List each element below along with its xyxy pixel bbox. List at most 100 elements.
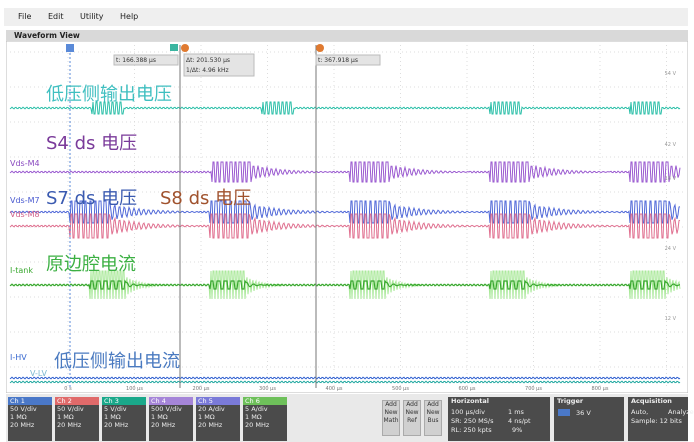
- button-text: Add: [406, 401, 418, 408]
- channel-scale: 5 A/div: [245, 405, 268, 413]
- time-label: 800 μs: [592, 386, 609, 392]
- trace-label: I-tank: [10, 266, 33, 275]
- channel-bandwidth: 20 MHz: [57, 421, 82, 429]
- view-title: Waveform View: [14, 31, 80, 40]
- time-label: 200 μs: [193, 386, 210, 392]
- channel-name: Ch 4: [149, 397, 193, 405]
- channel-impedance: 1 MΩ: [151, 413, 168, 421]
- axis-label: 54 V: [665, 71, 677, 77]
- record-length: RL: 250 kpts: [451, 426, 492, 434]
- horizontal-box[interactable]: Horizontal 100 μs/div 1 ms SR: 250 MS/s 4 ns…: [448, 397, 550, 441]
- plot-content: t: 166.388 μs Δt: 201.530 μs 1/Δt: 4.96 kH…: [9, 44, 684, 392]
- trigger-box[interactable]: Trigger 36 V: [554, 397, 624, 441]
- channel-bandwidth: 20 MHz: [104, 421, 129, 429]
- button-text: New: [384, 409, 398, 416]
- channel-badge[interactable]: Ch 1 50 V/div 1 MΩ 20 MHz: [8, 397, 52, 441]
- axis-label: 18 V: [665, 176, 677, 182]
- annotation: S8 ds 电压: [160, 188, 251, 209]
- annotation: 原边腔电流: [46, 254, 136, 275]
- annotation: 低压侧输出电流: [54, 351, 180, 372]
- plot-frame: [6, 41, 688, 393]
- trace-v-lv-out: [9, 101, 681, 115]
- channel-bandwidth: 20 MHz: [245, 421, 270, 429]
- cursor-tag: [316, 44, 324, 52]
- menu-item[interactable]: Utility: [80, 12, 104, 21]
- channel-badge[interactable]: Ch 2 50 V/div 1 MΩ 20 MHz: [55, 397, 99, 441]
- channel-impedance: 1 MΩ: [198, 413, 215, 421]
- channel-name: Ch 6: [243, 397, 287, 405]
- time-label: 700 μs: [525, 386, 542, 392]
- time-label: 600 μs: [459, 386, 476, 392]
- box-title: Acquisition: [631, 397, 672, 405]
- annotation: S7 ds 电压: [46, 188, 137, 209]
- trace-i-hv: [9, 376, 681, 380]
- trace-label: Vds-M4: [10, 159, 40, 168]
- add-button[interactable]: Add New Bus: [424, 400, 442, 436]
- button-text: Bus: [427, 417, 439, 424]
- acq-mode: Auto,: [631, 408, 649, 416]
- menu-item[interactable]: Help: [120, 12, 139, 21]
- annotation: 低压侧输出电压: [46, 84, 172, 105]
- resolution: 4 ns/pt: [508, 417, 531, 425]
- trace-vds-m7: [9, 200, 681, 224]
- cursor-readout: t: 367.918 μs: [318, 57, 358, 64]
- time-label: 100 μs: [126, 386, 143, 392]
- trigger-marker: [66, 44, 74, 52]
- axis-label: 12 V: [665, 316, 677, 322]
- readout-box: [315, 54, 381, 66]
- time-label: 0 s: [64, 386, 72, 392]
- axis-label: 42 V: [665, 142, 677, 148]
- readout-box: [183, 53, 255, 77]
- box-title: Trigger: [557, 397, 584, 405]
- horizontal-scale: 100 μs/div: [451, 408, 485, 416]
- menu-item[interactable]: Edit: [48, 12, 64, 21]
- cursor-readout: 1/Δt: 4.96 kHz: [186, 67, 229, 74]
- trace-label: I-HV: [10, 353, 27, 362]
- channel-bandwidth: 20 MHz: [10, 421, 35, 429]
- trace-label: Vds-M7: [10, 196, 40, 205]
- bottom-panel: Ch 1 50 V/div 1 MΩ 20 MHz Ch 2 50 V/div 1 MΩ 20…: [6, 394, 694, 442]
- position: 9%: [512, 426, 523, 434]
- channel-impedance: 1 MΩ: [245, 413, 262, 421]
- add-button[interactable]: Add New Math: [382, 400, 400, 436]
- cursor-readout: t: 166.388 μs: [116, 57, 156, 64]
- button-text: New: [405, 409, 419, 416]
- readout-box: [113, 54, 179, 66]
- channel-name: Ch 3: [102, 397, 146, 405]
- time-label: 300 μs: [259, 386, 276, 392]
- menu-bar: File Edit Utility Help: [4, 8, 688, 26]
- time-label: 500 μs: [392, 386, 409, 392]
- channel-impedance: 1 MΩ: [10, 413, 27, 421]
- channel-bandwidth: 20 MHz: [198, 421, 223, 429]
- channel-impedance: 1 MΩ: [104, 413, 121, 421]
- channel-badge[interactable]: Ch 4 500 V/div 1 MΩ 20 MHz: [149, 397, 193, 441]
- trace-vds-m4: [9, 161, 681, 183]
- trace-v-lv: [9, 380, 681, 384]
- acq-sampling: Sample: 12 bits: [631, 417, 682, 425]
- cursor-readout: Δt: 201.530 μs: [186, 57, 230, 64]
- annotation: S4 ds 电压: [46, 133, 137, 154]
- acq-extra: Analyze: [668, 408, 694, 416]
- menu-item[interactable]: File: [18, 12, 32, 21]
- add-button[interactable]: Add New Ref: [403, 400, 421, 436]
- axis-label: 24 V: [665, 246, 677, 252]
- box-title: Horizontal: [451, 397, 489, 405]
- acquisition-box[interactable]: Acquisition Auto, Analyze Sample: 12 bits: [628, 397, 694, 441]
- waveform-plot: t: 166.388 μs Δt: 201.530 μs 1/Δt: 4.96 kH…: [6, 41, 688, 393]
- trace-label: Vds-M8: [10, 210, 40, 219]
- cursor-tag: [170, 44, 178, 51]
- trigger-level: 36 V: [576, 409, 591, 417]
- channel-badge[interactable]: Ch 5 20 A/div 1 MΩ 20 MHz: [196, 397, 240, 441]
- channel-scale: 20 A/div: [198, 405, 225, 413]
- button-text: Add: [385, 401, 397, 408]
- channel-name: Ch 5: [196, 397, 240, 405]
- channel-name: Ch 2: [55, 397, 99, 405]
- button-text: Add: [427, 401, 439, 408]
- button-text: Ref: [407, 417, 417, 424]
- cursor-tag: [181, 44, 189, 52]
- channel-bandwidth: 20 MHz: [151, 421, 176, 429]
- trace-i-tank: [9, 279, 681, 290]
